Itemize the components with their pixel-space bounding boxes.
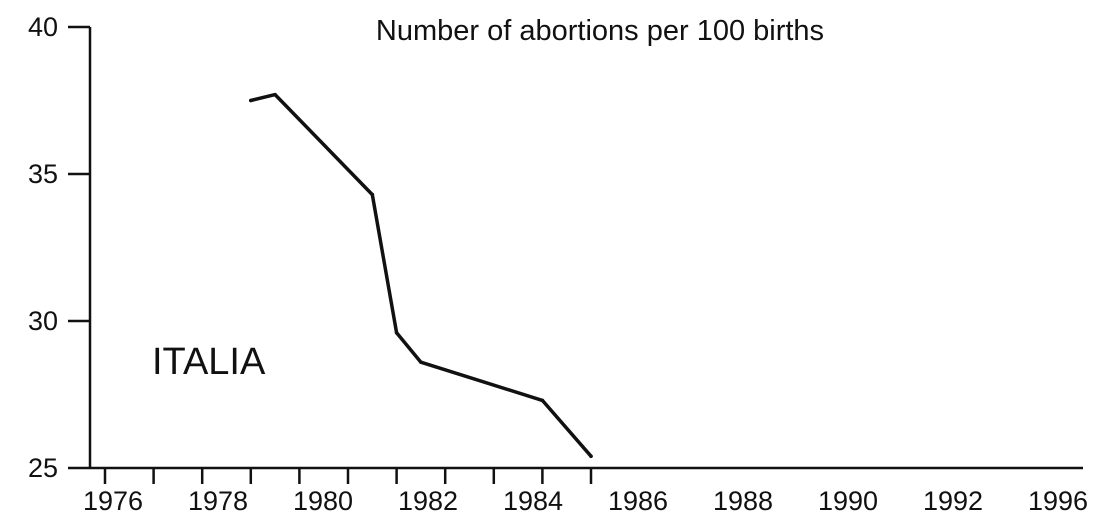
x-tick-label: 1984 bbox=[503, 486, 563, 516]
y-tick-label: 40 bbox=[28, 12, 58, 42]
data-point bbox=[419, 360, 423, 364]
data-point bbox=[273, 92, 277, 97]
data-point bbox=[589, 454, 593, 459]
x-tick-label: 1982 bbox=[398, 486, 458, 516]
x-tick-label: 1996 bbox=[1028, 486, 1088, 516]
y-tick-label: 25 bbox=[28, 453, 58, 483]
x-tick-label: 1978 bbox=[188, 486, 248, 516]
data-point bbox=[370, 192, 375, 197]
chart-title: Number of abortions per 100 births bbox=[376, 15, 824, 47]
y-tick-label: 30 bbox=[28, 306, 58, 336]
x-tick-label: 1990 bbox=[818, 486, 878, 516]
x-tick-label: 1992 bbox=[923, 486, 983, 516]
data-point bbox=[394, 330, 399, 335]
chart-annotation: ITALIA bbox=[152, 341, 266, 383]
x-tick-label: 1976 bbox=[83, 486, 143, 516]
series-line bbox=[249, 92, 593, 458]
data-point bbox=[540, 398, 545, 403]
y-tick-label: 35 bbox=[28, 159, 58, 189]
axes-group: 25 30 35 40 1976 1978 1980 1982 1984 1986 1988 1990… bbox=[28, 12, 1088, 516]
data-point bbox=[249, 98, 253, 103]
series-group bbox=[249, 92, 593, 459]
x-tick-label: 1980 bbox=[293, 486, 353, 516]
x-tick-label: 1988 bbox=[713, 486, 773, 516]
x-tick-label: 1986 bbox=[608, 486, 668, 516]
